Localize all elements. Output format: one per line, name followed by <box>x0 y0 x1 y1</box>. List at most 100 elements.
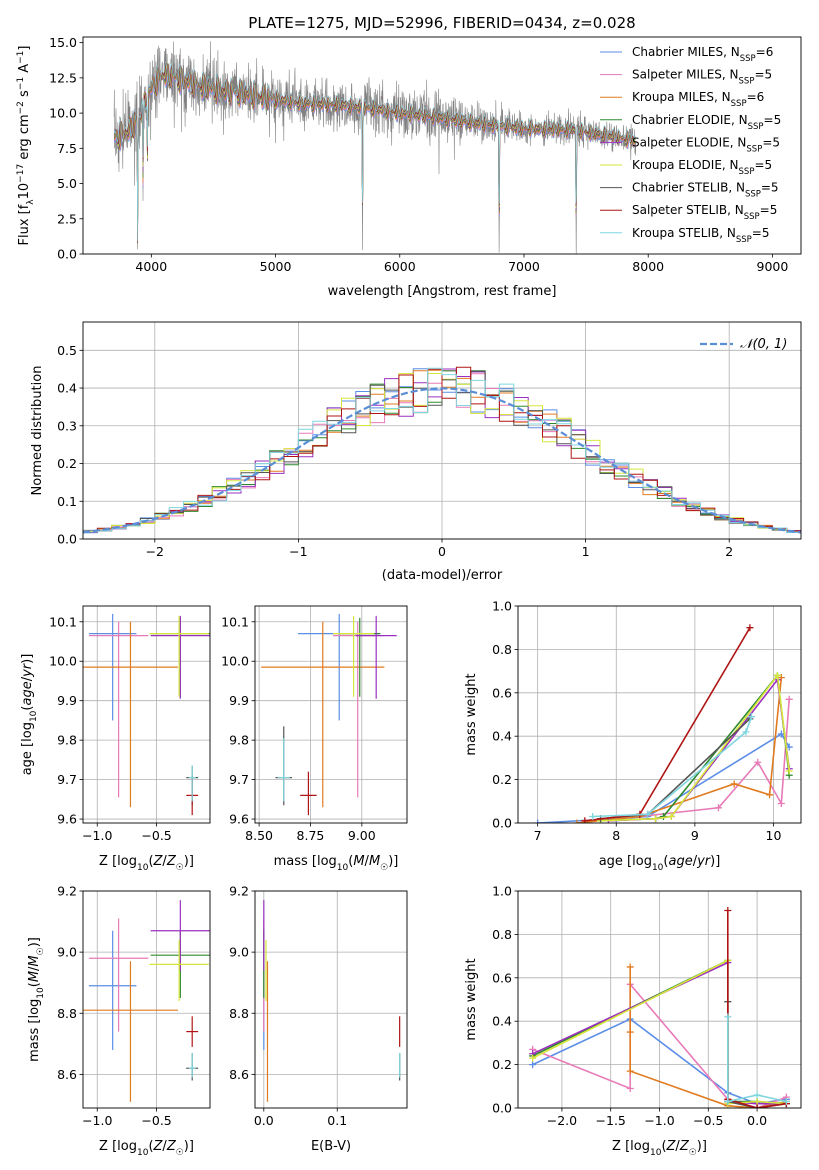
mass-vs-Z-frame <box>82 890 211 1109</box>
residuals-plot-area <box>83 366 801 534</box>
data-point <box>626 1067 634 1075</box>
y-tick-label: 9.9 <box>229 693 249 708</box>
x-axis-label: Z [log10(Z/Z☉)] <box>612 1139 707 1158</box>
mass-weight-vs-Z-axes: −2.0 −1.5 −1.0 −0.5 0.0 0.0 0.2 0.4 0.6 0.8 1.0 mas… <box>464 884 802 1158</box>
y-tick-label: 7.5 <box>57 141 77 156</box>
data-point <box>626 1084 634 1092</box>
age-vs-mass-frame <box>254 605 408 824</box>
x-tick-label: 9.00 <box>348 828 376 843</box>
x-tick-label: 0.1 <box>327 1113 347 1128</box>
legend-label: Chabrier STELIB, NSSP=5 <box>632 181 779 200</box>
series-chabrier-miles <box>534 730 793 823</box>
y-tick-label: 0.2 <box>492 772 512 787</box>
y-tick-label: 9.2 <box>57 884 77 899</box>
y-tick-label: 8.8 <box>229 1006 249 1021</box>
x-tick-label: −1.0 <box>644 1113 674 1128</box>
mass-vs-EBV-frame <box>254 890 408 1109</box>
spectrum-frame <box>82 36 802 255</box>
errorbar-kroupa-stelib <box>188 765 196 802</box>
x-tick-label: 8000 <box>632 259 664 274</box>
x-tick-label: 0.0 <box>747 1113 767 1128</box>
data-point <box>754 758 762 766</box>
x-axis-label: age [log10(age/yr)] <box>599 854 721 873</box>
errorbar-salpeter-miles <box>333 621 383 798</box>
age-vs-mass-axes: 8.50 8.75 9.00 9.6 9.7 9.8 9.9 10.0 10.1 mass [lo… <box>221 605 408 873</box>
y-tick-label: 0.6 <box>492 970 512 985</box>
y-tick-label: 10.0 <box>49 654 77 669</box>
series-salpeter-stelib <box>581 624 754 823</box>
residuals-frame <box>82 321 802 540</box>
legend-label: Kroupa MILES, NSSP=6 <box>632 90 764 109</box>
data-point <box>652 815 660 823</box>
legend-label: Chabrier ELODIE, NSSP=5 <box>632 113 781 132</box>
mass-weight-vs-age-plot-area <box>534 624 793 823</box>
errorbar-kroupa-miles <box>83 621 178 808</box>
y-tick-label: 0.4 <box>492 1014 512 1029</box>
errorbar-salpeter-elodie <box>355 615 397 699</box>
y-tick-label: 9.0 <box>229 945 249 960</box>
data-point <box>581 817 589 823</box>
spectrum-plot-area <box>113 41 637 254</box>
data-point <box>782 1097 790 1105</box>
x-tick-label: 4000 <box>135 259 167 274</box>
data-point <box>626 963 634 971</box>
figure-title: PLATE=1275, MJD=52996, FIBERID=0434, z=0… <box>248 14 635 32</box>
y-tick-label: 0.0 <box>492 816 512 831</box>
y-tick-label: 0.4 <box>57 381 77 396</box>
y-tick-label: 0.8 <box>492 642 512 657</box>
data-point <box>747 713 755 721</box>
y-tick-label: 8.6 <box>229 1067 249 1082</box>
age-vs-Z-axes: −1.0 −0.5 9.6 9.7 9.8 9.9 10.0 10.1 Z [log10(Z/Z… <box>20 605 211 873</box>
age-vs-mass-plot-area <box>261 613 397 816</box>
data-point <box>753 1091 761 1099</box>
y-tick-label: 8.6 <box>57 1067 77 1082</box>
y-tick-label: 8.8 <box>57 1006 77 1021</box>
data-point <box>589 812 597 820</box>
data-point <box>753 1104 761 1108</box>
mass-vs-EBV-plot-area <box>263 900 401 1102</box>
errorbar-chabrier-elodie <box>339 617 381 697</box>
mass-vs-EBV-axes: 0.0 0.1 8.6 8.8 9.0 9.2 E(B-V) <box>229 884 408 1154</box>
errorbar-salpeter-stelib <box>300 771 317 816</box>
x-axis-label: mass [log10(M/M☉)] <box>274 854 399 873</box>
y-tick-label: 9.8 <box>229 733 249 748</box>
y-tick-label: 10.0 <box>221 654 249 669</box>
y-tick-label: 0.8 <box>492 927 512 942</box>
spectrum-axes: 4000 5000 6000 7000 8000 9000 0.0 2.5 5.0 7.5 10.0… <box>16 35 802 299</box>
data-point <box>644 810 652 818</box>
y-tick-label: 0.0 <box>492 1101 512 1116</box>
normal-reference-curve <box>83 387 801 534</box>
data-point <box>534 819 542 823</box>
legend-label: 𝒩(0, 1) <box>740 337 787 352</box>
data-point <box>785 767 793 775</box>
y-tick-label: 1.0 <box>492 599 512 614</box>
y-tick-label: 5.0 <box>57 176 77 191</box>
errorbar-salpeter-stelib <box>186 1016 199 1047</box>
data-point <box>529 1061 537 1069</box>
x-tick-label: −1 <box>289 544 307 559</box>
data-point <box>773 671 781 679</box>
data-point <box>573 819 581 823</box>
mass-weight-vs-Z-plot-area <box>529 907 790 1108</box>
y-tick-label: 9.9 <box>57 693 77 708</box>
errorbar-salpeter-elodie <box>150 615 210 699</box>
mass-weight-vs-age-axes: 7 8 9 10 0.0 0.2 0.4 0.6 0.8 1.0 mass weight age [l… <box>464 599 802 873</box>
y-tick-label: 0.2 <box>57 456 77 471</box>
data-point <box>626 1028 634 1036</box>
x-tick-label: −1.0 <box>82 828 112 843</box>
data-point <box>777 674 785 682</box>
y-axis-label: mass weight <box>464 958 479 1040</box>
y-tick-label: 12.5 <box>49 70 77 85</box>
y-tick-label: 9.0 <box>57 945 77 960</box>
x-tick-label: 7000 <box>508 259 540 274</box>
age-vs-Z-frame <box>82 605 211 824</box>
y-tick-label: 9.7 <box>57 772 77 787</box>
y-tick-label: 0.3 <box>57 418 77 433</box>
observed-spectrum <box>113 41 637 254</box>
y-tick-label: 0.1 <box>57 494 77 509</box>
data-point <box>529 1054 537 1062</box>
x-axis-label: E(B-V) <box>311 1139 351 1154</box>
y-tick-label: 0.6 <box>492 685 512 700</box>
x-tick-label: 6000 <box>384 259 416 274</box>
y-tick-label: 2.5 <box>57 211 77 226</box>
